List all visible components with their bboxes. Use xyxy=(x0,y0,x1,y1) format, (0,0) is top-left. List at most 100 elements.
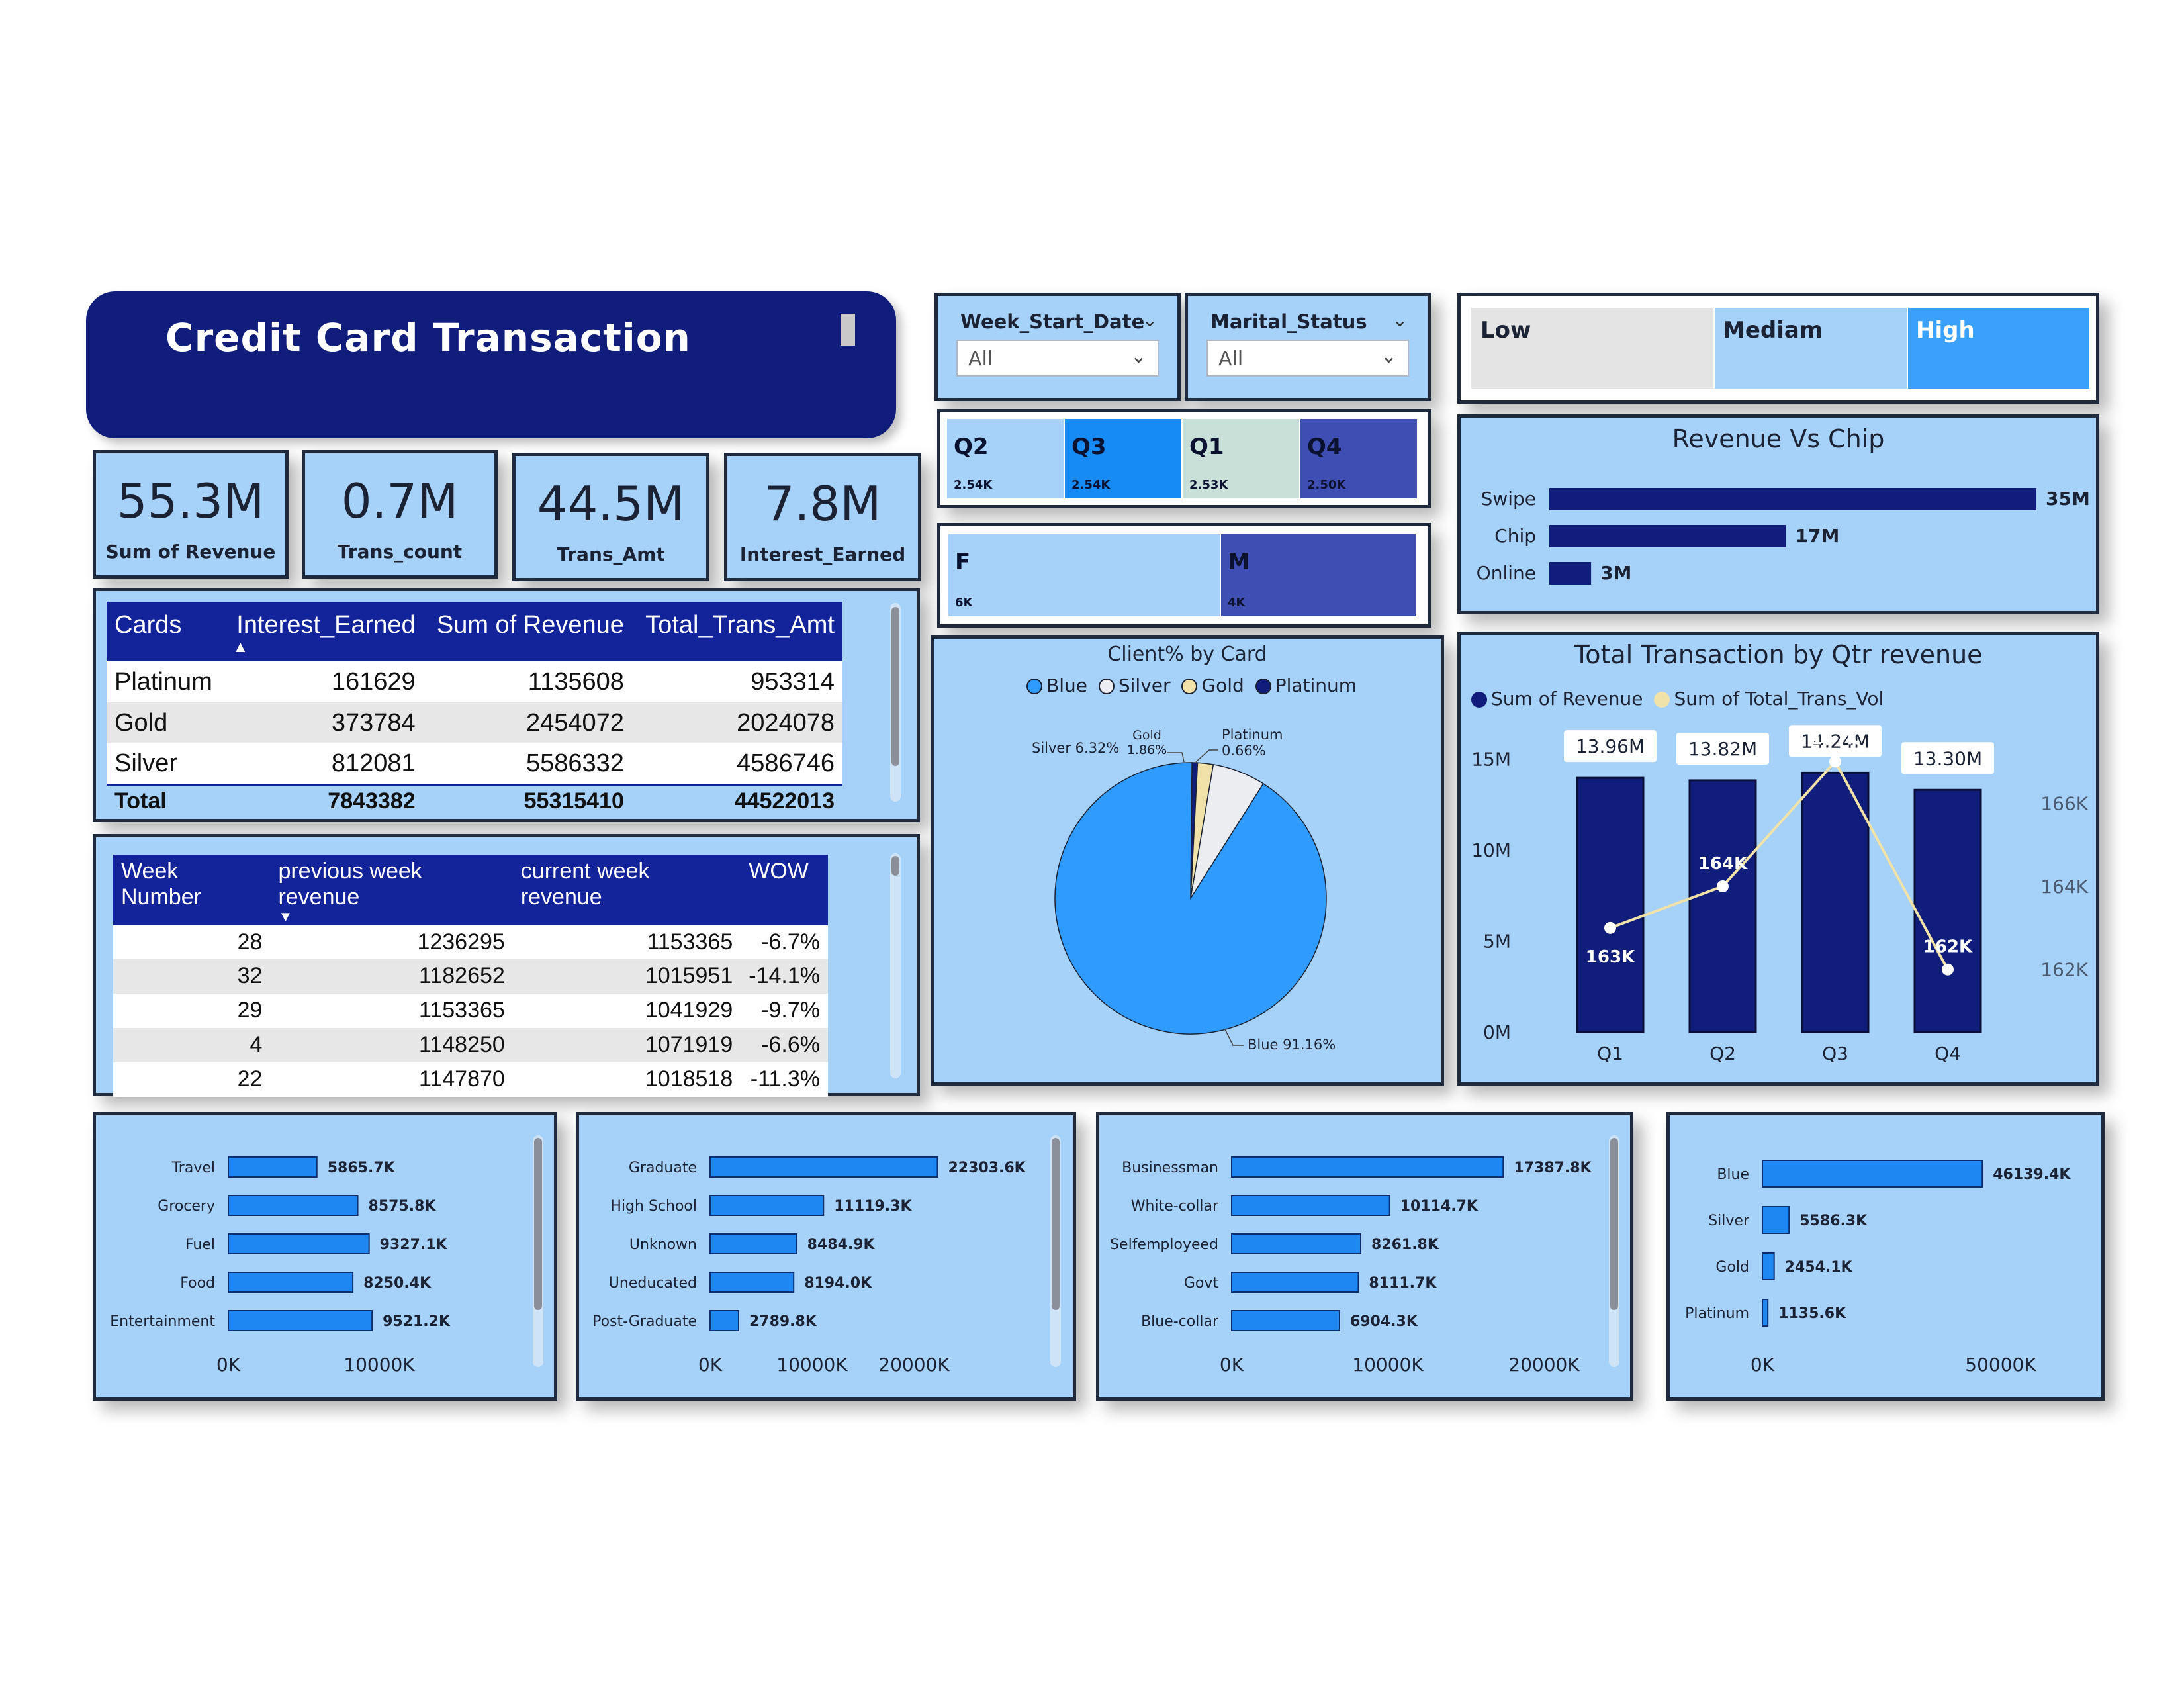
chart-title: Total Transaction by Qtr revenue xyxy=(1574,640,1983,669)
table-row[interactable]: Gold 373784 2454072 2024078 xyxy=(107,702,842,743)
bar xyxy=(228,1156,318,1178)
marital-status-slicer[interactable]: Marital_Status ⌄ All ⌄ xyxy=(1185,293,1431,401)
quarter-tile-q2[interactable]: Q2 2.54K xyxy=(947,419,1064,498)
week-start-date-dropdown[interactable]: All ⌄ xyxy=(956,340,1159,377)
bar xyxy=(1231,1195,1390,1216)
gender-tile-f[interactable]: F 6K xyxy=(948,534,1220,616)
bar xyxy=(709,1195,825,1216)
week-start-date-slicer[interactable]: Week_Start_Date ⌄ All ⌄ xyxy=(934,293,1181,401)
legend-dot-icon xyxy=(1181,679,1198,694)
client-by-card-panel: Client% by Card Blue Silver Gold Platinu… xyxy=(931,635,1444,1086)
pie-data-label: 0.66% xyxy=(1222,743,1266,759)
legend-item-gold[interactable]: Gold xyxy=(1176,675,1244,696)
kpi-label: Sum of Revenue xyxy=(105,541,276,563)
tile-value: 4K xyxy=(1228,596,1246,610)
chart-scrollbar[interactable] xyxy=(1609,1135,1619,1367)
pie-data-label: Gold xyxy=(1132,728,1161,743)
bar xyxy=(1231,1272,1359,1293)
legend-item-silver[interactable]: Silver xyxy=(1093,675,1171,696)
revenue-vs-chip-chart: Swipe 35M Chip 17M Online 3M xyxy=(1477,488,2090,585)
level-high-button[interactable]: High xyxy=(1908,308,2089,389)
gender-tile-m[interactable]: M 4K xyxy=(1221,534,1416,616)
header-current-week-revenue[interactable]: current week revenue xyxy=(520,859,650,910)
scrollbar-thumb[interactable] xyxy=(891,607,899,766)
bar-category-label: High School xyxy=(610,1198,697,1215)
header-week-number[interactable]: Week Number xyxy=(121,859,201,910)
legend-item-revenue[interactable]: Sum of Revenue xyxy=(1471,688,1643,710)
x-axis-tick: Q4 xyxy=(1934,1043,1961,1064)
legend-label: Blue xyxy=(1046,675,1087,696)
bar xyxy=(1913,788,1982,1033)
bar xyxy=(709,1310,739,1331)
table-cell: Total xyxy=(114,788,167,814)
scrollbar-thumb[interactable] xyxy=(534,1138,542,1310)
x-axis-tick: Q3 xyxy=(1822,1043,1848,1064)
bar-category-label: Chip xyxy=(1494,525,1536,547)
tile-value: 6K xyxy=(955,596,973,610)
tile-value: 2.53K xyxy=(1189,478,1228,492)
chevron-down-icon[interactable]: ⌄ xyxy=(1130,345,1147,368)
kpi-card-trans-count: 0.7M Trans_count xyxy=(302,450,498,579)
table-scrollbar[interactable] xyxy=(890,853,901,1078)
table-row[interactable]: 32 1182652 1015951 -14.1% xyxy=(113,959,828,994)
scrollbar-thumb[interactable] xyxy=(1052,1138,1060,1310)
bar xyxy=(1231,1233,1361,1254)
level-medium-button[interactable]: Mediam xyxy=(1715,308,1907,389)
table-row[interactable]: 4 1148250 1071919 -6.6% xyxy=(113,1027,828,1062)
chevron-down-icon[interactable]: ⌄ xyxy=(1380,345,1397,368)
occupation-panel: Businessman 17387.8K White-collar 10114.7K S… xyxy=(1096,1112,1633,1401)
chevron-down-icon[interactable]: ⌄ xyxy=(1392,309,1408,331)
legend-item-blue[interactable]: Blue xyxy=(1026,675,1087,696)
pie-data-label: Platinum xyxy=(1222,727,1283,743)
bar-value-label: 9327.1K xyxy=(380,1237,448,1253)
bar xyxy=(228,1310,373,1331)
bar xyxy=(1231,1156,1504,1178)
quarter-tile-q1[interactable]: Q1 2.53K xyxy=(1183,419,1299,498)
scrollbar-thumb[interactable] xyxy=(891,856,899,876)
chevron-down-icon[interactable]: ⌄ xyxy=(1142,309,1158,331)
legend-dot-icon xyxy=(1471,692,1487,708)
tile-label: M xyxy=(1228,549,1250,575)
table-row[interactable]: Platinum 161629 1135608 953314 xyxy=(107,661,842,702)
header-total-trans-amt[interactable]: Total_Trans_Amt xyxy=(645,611,835,639)
table-row[interactable]: 22 1147870 1018518 -11.3% xyxy=(113,1062,828,1097)
table-cell: 2454072 xyxy=(525,708,624,737)
x-axis-tick: 20000K xyxy=(878,1354,950,1376)
header-sum-of-revenue[interactable]: Sum of Revenue xyxy=(436,611,624,639)
cards-table-panel: Cards Interest_Earned ▲ Sum of Revenue To… xyxy=(93,588,920,822)
header-previous-week-revenue[interactable]: previous week revenue ▼ xyxy=(270,855,512,925)
quarter-tile-q4[interactable]: Q4 2.50K xyxy=(1300,419,1417,498)
line-point xyxy=(1829,755,1841,768)
table-row[interactable]: Silver 812081 5586332 4586746 xyxy=(107,743,842,784)
scrollbar-thumb[interactable] xyxy=(1610,1138,1618,1310)
legend-item-trans-vol[interactable]: Sum of Total_Trans_Vol xyxy=(1649,688,1884,710)
table-row[interactable]: 28 1236295 1153365 -6.7% xyxy=(113,924,828,959)
chart-scrollbar[interactable] xyxy=(533,1135,543,1367)
line-value-label: 162K xyxy=(1923,937,1973,957)
x-axis-tick: 10000K xyxy=(1352,1354,1424,1376)
kpi-card-revenue: 55.3M Sum of Revenue xyxy=(93,450,289,579)
quarter-tile-q3[interactable]: Q3 2.54K xyxy=(1065,419,1181,498)
header-cards[interactable]: Cards xyxy=(114,611,182,639)
table-row[interactable]: 29 1153365 1041929 -9.7% xyxy=(113,993,828,1028)
bar xyxy=(228,1195,359,1216)
data-label-background xyxy=(1564,730,1657,763)
level-low-button[interactable]: Low xyxy=(1471,308,1713,389)
level-label: Low xyxy=(1480,317,1531,344)
bar-category-label: Blue xyxy=(1717,1166,1749,1183)
bar-category-label: Entertainment xyxy=(110,1313,215,1330)
bar xyxy=(1549,488,2036,510)
legend-item-platinum[interactable]: Platinum xyxy=(1250,675,1357,696)
chart-scrollbar[interactable] xyxy=(1050,1135,1061,1367)
marital-status-dropdown[interactable]: All ⌄ xyxy=(1206,340,1409,377)
table-scrollbar[interactable] xyxy=(890,603,901,802)
table-cell: 1147870 xyxy=(418,1066,505,1092)
sort-descending-icon[interactable]: ▼ xyxy=(278,908,293,925)
y2-axis-tick: 162K xyxy=(2040,959,2088,981)
header-interest-earned[interactable]: Interest_Earned ▲ xyxy=(223,602,423,661)
sort-ascending-icon[interactable]: ▲ xyxy=(232,638,249,656)
header-wow[interactable]: WOW xyxy=(749,859,809,884)
line-point xyxy=(1717,880,1729,892)
tile-label: Q1 xyxy=(1189,434,1224,460)
table-cell: -9.7% xyxy=(761,998,820,1023)
